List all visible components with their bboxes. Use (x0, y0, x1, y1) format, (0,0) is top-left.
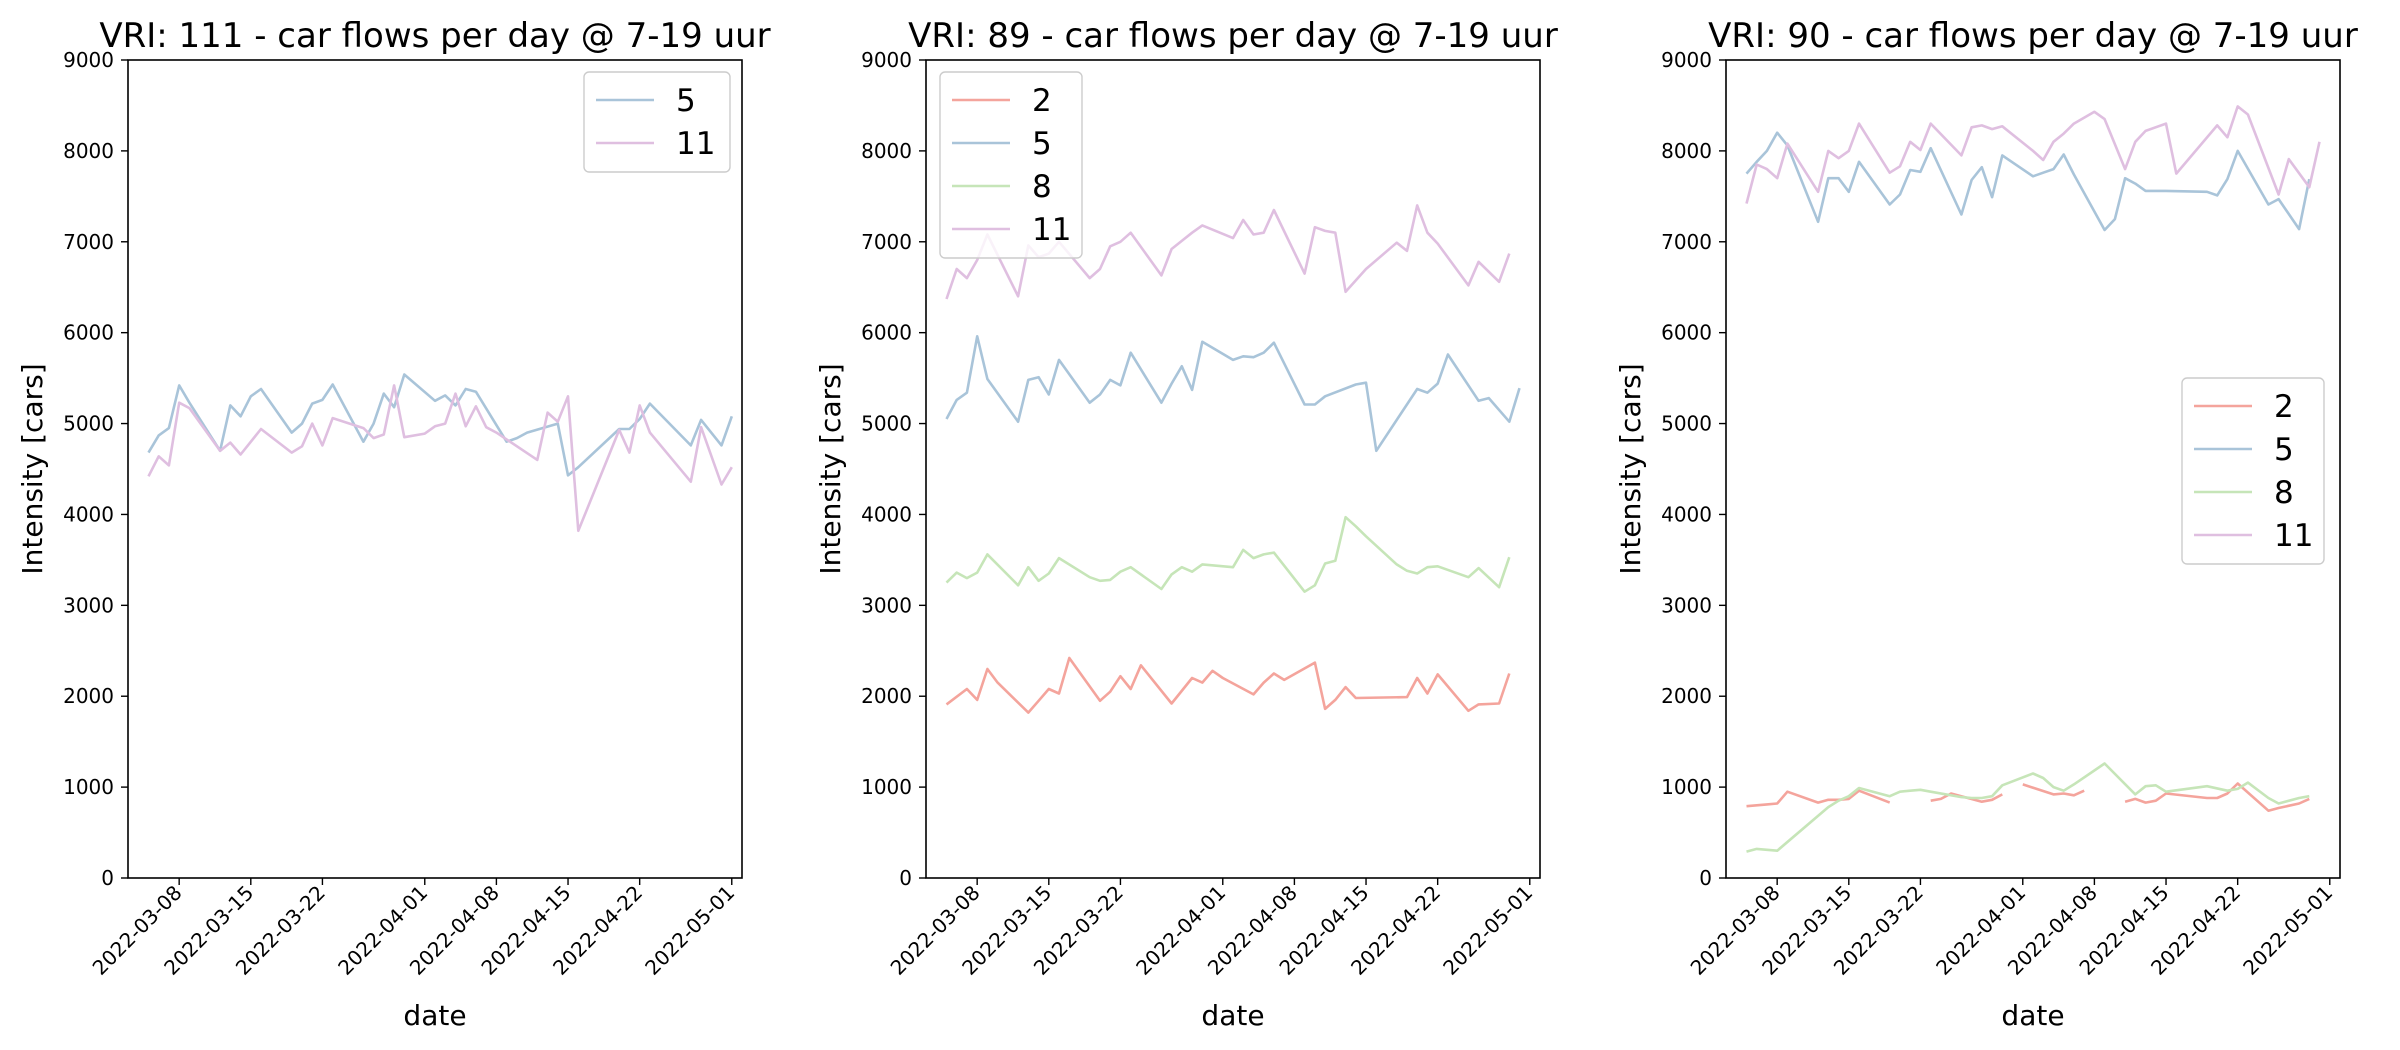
y-tick-label: 2000 (861, 684, 912, 708)
y-tick-label: 4000 (1661, 502, 1712, 526)
y-tick-label: 7000 (63, 230, 114, 254)
y-tick-label: 9000 (861, 48, 912, 72)
y-tick-label: 4000 (63, 502, 114, 526)
y-tick-label: 7000 (1661, 230, 1712, 254)
y-tick-label: 3000 (861, 593, 912, 617)
y-tick-label: 5000 (63, 412, 114, 436)
legend-label-11: 11 (676, 126, 715, 162)
y-tick-label: 3000 (1661, 593, 1712, 617)
y-tick-label: 1000 (63, 775, 114, 799)
legend-box (583, 71, 731, 173)
y-tick-label: 7000 (861, 230, 912, 254)
chart-title: VRI: 89 - car flows per day @ 7-19 uur (908, 16, 1558, 56)
y-tick-label: 1000 (861, 775, 912, 799)
legend: 2 5 8 11 (2181, 377, 2325, 565)
chart-panel-2: VRI: 89 - car flows per day @ 7-19 uur 0 1… (814, 16, 1558, 1032)
series-line-5 (147, 373, 734, 477)
y-tick-label: 0 (899, 866, 912, 890)
plot-frame (1725, 59, 2341, 879)
y-tick-label: 9000 (63, 48, 114, 72)
x-tick-label: 2022-05-01 (1438, 881, 1537, 980)
y-tick-label: 0 (1699, 866, 1712, 890)
series-lines (1745, 105, 2321, 853)
plot-frame (925, 59, 1541, 879)
legend: 2 5 8 11 (939, 71, 1083, 259)
y-tick-label: 5000 (861, 412, 912, 436)
y-tick-label: 0 (101, 866, 114, 890)
y-tick-label: 8000 (63, 139, 114, 163)
y-tick-label: 3000 (63, 593, 114, 617)
x-tick-label: 2022-05-01 (2238, 881, 2337, 980)
chart-title: VRI: 90 - car flows per day @ 7-19 uur (1708, 16, 2358, 56)
x-axis-label: date (403, 999, 466, 1032)
series-line-11 (147, 384, 733, 533)
chart-panel-3: VRI: 90 - car flows per day @ 7-19 uur 0 1… (1614, 16, 2358, 1032)
legend-label-11: 11 (1032, 212, 1071, 248)
x-tick-label: 2022-05-01 (640, 881, 739, 980)
legend-label-5: 5 (1032, 126, 1052, 162)
legend-label-8: 8 (2274, 475, 2294, 511)
legend: 511 (583, 71, 731, 173)
x-axis-label: date (1201, 999, 1264, 1032)
legend-box (2181, 377, 2325, 565)
series-lines (147, 373, 734, 533)
series-line-2 (945, 656, 1511, 714)
y-tick-label: 6000 (63, 321, 114, 345)
y-axis-label: Intensity [cars] (1614, 363, 1647, 574)
legend-box (939, 71, 1083, 259)
series-lines (945, 204, 1521, 714)
y-tick-label: 1000 (1661, 775, 1712, 799)
series-line-2-part-4 (2124, 782, 2310, 813)
y-tick-label: 2000 (1661, 684, 1712, 708)
y-tick-label: 8000 (1661, 139, 1712, 163)
legend-label-8: 8 (1032, 169, 1052, 205)
series-line-8 (1746, 762, 2310, 853)
plot-frame (127, 59, 743, 879)
y-tick-label: 2000 (63, 684, 114, 708)
y-tick-label: 6000 (1661, 321, 1712, 345)
series-line-5 (945, 334, 1521, 453)
series-line-2-part-3 (2022, 783, 2085, 797)
y-axis-label: Intensity [cars] (814, 363, 847, 574)
y-tick-label: 6000 (861, 321, 912, 345)
y-tick-label: 8000 (861, 139, 912, 163)
x-axis-label: date (2001, 999, 2064, 1032)
legend-label-11: 11 (2274, 518, 2313, 554)
chart-title: VRI: 111 - car flows per day @ 7-19 uur (99, 16, 770, 56)
series-line-8 (945, 515, 1511, 594)
y-tick-label: 9000 (1661, 48, 1712, 72)
y-tick-label: 4000 (861, 502, 912, 526)
y-tick-label: 5000 (1661, 412, 1712, 436)
y-axis-label: Intensity [cars] (16, 363, 49, 574)
series-line-11 (1745, 105, 2321, 204)
legend-label-2: 2 (1032, 83, 1052, 119)
series-line-5 (1745, 131, 2311, 232)
legend-label-2: 2 (2274, 389, 2294, 425)
series-line-2-part-1 (1746, 789, 1891, 808)
legend-label-5: 5 (2274, 432, 2294, 468)
legend-label-5: 5 (676, 83, 696, 119)
chart-panel-1: VRI: 111 - car flows per day @ 7-19 uur 0… (16, 16, 771, 1032)
